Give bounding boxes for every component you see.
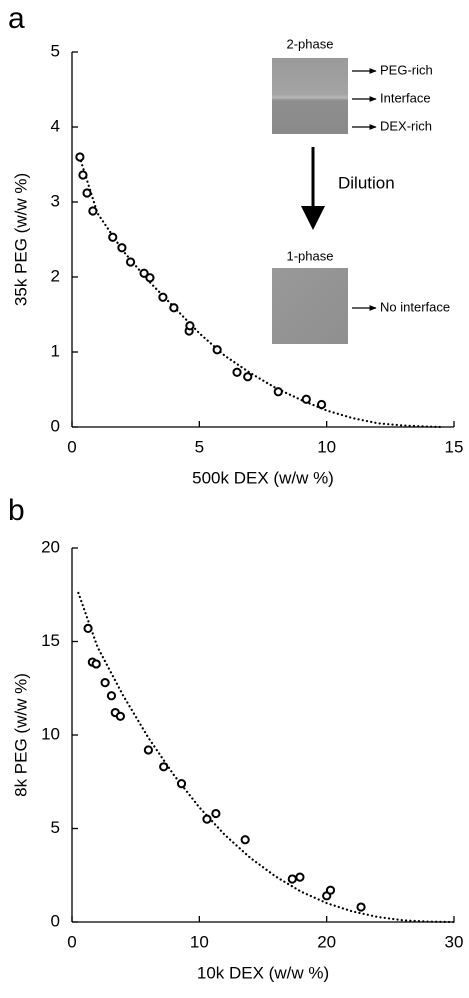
data-point	[82, 188, 92, 198]
panel-label: b	[8, 494, 25, 527]
inset-label: No interface	[380, 299, 450, 314]
y-tick-label: 5	[51, 818, 60, 837]
data-point	[108, 232, 118, 242]
data-point	[295, 872, 305, 882]
data-point	[212, 345, 222, 355]
y-tick-label: 4	[51, 116, 60, 135]
one-phase-photo	[272, 268, 348, 344]
x-tick-label: 30	[445, 932, 464, 951]
y-tick-label: 1	[51, 341, 60, 360]
two-phase-photo	[272, 58, 348, 134]
y-axis-label: 8k PEG (w/w %)	[11, 673, 30, 797]
y-tick-label: 0	[51, 416, 60, 435]
data-point	[158, 292, 168, 302]
chart-panel: a 0 1 2 3 4 5 0 5 10 15 500k DEX (w/w %) 35k PEG (w/…	[8, 2, 463, 488]
y-axis-label: 35k PEG (w/w %)	[11, 173, 30, 306]
inset-label: DEX-rich	[380, 118, 432, 133]
data-point	[316, 399, 327, 410]
data-point	[91, 659, 101, 669]
data-point	[176, 779, 187, 789]
y-tick-label: 3	[51, 191, 60, 210]
x-tick-label: 10	[190, 932, 209, 951]
data-point	[185, 321, 195, 331]
fit-line	[78, 155, 443, 429]
data-point	[202, 814, 212, 824]
x-tick-label: 0	[67, 932, 76, 951]
inset: 2-phase PEG-rich Interface DEX-rich Dilu…	[272, 36, 450, 344]
panel-label: a	[8, 2, 25, 35]
fit-line	[77, 591, 456, 924]
x-axis-label: 500k DEX (w/w %)	[192, 468, 334, 487]
x-tick-label: 0	[67, 437, 76, 456]
y-tick-label: 0	[51, 911, 60, 930]
data-point	[169, 303, 179, 313]
x-tick-label: 10	[317, 437, 336, 456]
data-point	[75, 152, 85, 162]
inset-label: 1-phase	[287, 248, 334, 263]
data-point	[356, 902, 366, 912]
data-point	[78, 170, 88, 180]
x-tick-label: 5	[195, 437, 204, 456]
data-point	[159, 762, 169, 772]
data-point	[240, 835, 250, 845]
y-tick-label: 20	[41, 537, 60, 556]
data-point	[211, 808, 221, 819]
data-point	[88, 206, 98, 216]
data-point	[83, 623, 93, 634]
inset-label: PEG-rich	[380, 62, 433, 77]
y-tick-label: 15	[41, 631, 60, 650]
data-point	[325, 885, 336, 895]
y-tick-label: 5	[51, 41, 60, 60]
data-point	[115, 711, 125, 721]
data-point	[301, 394, 311, 404]
inset-label: 2-phase	[287, 36, 334, 51]
inset-label: Dilution	[338, 173, 395, 192]
data-point	[232, 367, 242, 377]
inset-label: Interface	[380, 90, 431, 105]
data-point	[117, 243, 127, 253]
y-tick-label: 10	[41, 724, 60, 743]
x-tick-label: 15	[445, 437, 464, 456]
data-point	[100, 678, 110, 688]
data-point	[106, 691, 117, 701]
x-axis-label: 10k DEX (w/w %)	[197, 963, 329, 982]
data-point	[273, 387, 283, 397]
dilution-arrow-head	[301, 206, 325, 230]
data-point	[125, 257, 136, 267]
x-tick-label: 20	[317, 932, 336, 951]
y-tick-label: 2	[51, 266, 60, 285]
data-point	[139, 268, 149, 278]
data-point	[243, 372, 253, 382]
data-point	[145, 273, 155, 283]
data-point	[143, 745, 153, 755]
chart-panel: b 0 5 10 15 20 0 10 20 30 10k DEX (w/w %) 8k PEG (w…	[8, 494, 463, 983]
data-point	[287, 874, 297, 884]
